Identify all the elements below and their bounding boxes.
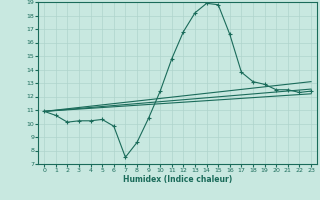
X-axis label: Humidex (Indice chaleur): Humidex (Indice chaleur) — [123, 175, 232, 184]
